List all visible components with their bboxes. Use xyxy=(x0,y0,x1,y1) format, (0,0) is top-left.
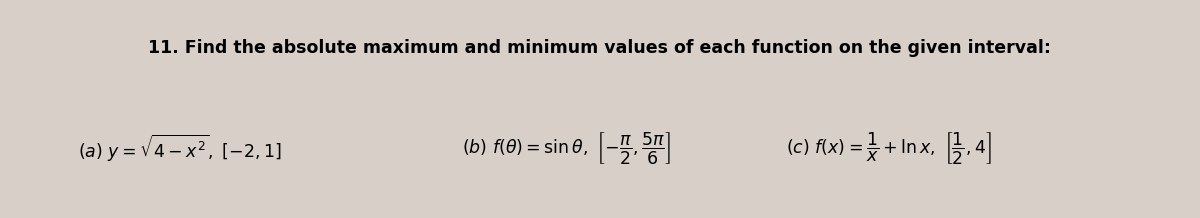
Text: $(b)\ f(\theta) = \sin\theta,\ \left[-\dfrac{\pi}{2}, \dfrac{5\pi}{6}\right]$: $(b)\ f(\theta) = \sin\theta,\ \left[-\d… xyxy=(462,130,672,166)
Text: $(c)\ f(x) = \dfrac{1}{x} + \ln x,\ \left[\dfrac{1}{2}, 4\right]$: $(c)\ f(x) = \dfrac{1}{x} + \ln x,\ \lef… xyxy=(786,130,991,166)
Text: 11. Find the absolute maximum and minimum values of each function on the given i: 11. Find the absolute maximum and minimu… xyxy=(149,39,1051,57)
Text: $(a)\ y = \sqrt{4-x^2},\ [-2, 1]$: $(a)\ y = \sqrt{4-x^2},\ [-2, 1]$ xyxy=(78,133,282,164)
